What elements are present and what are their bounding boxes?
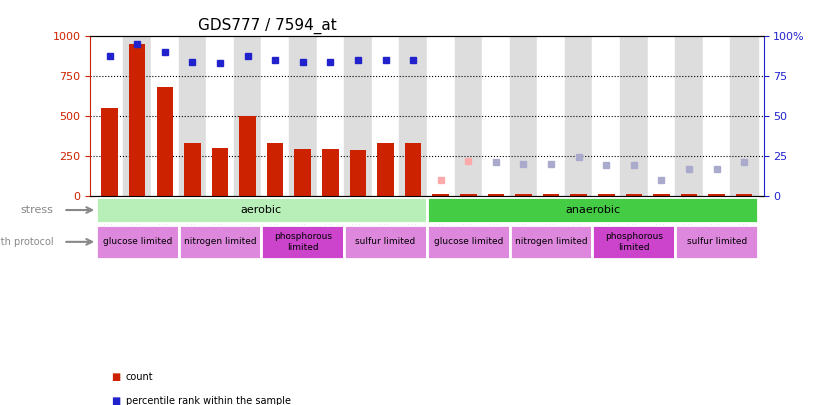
- Bar: [510, 225, 593, 258]
- Bar: [261, 36, 289, 196]
- Bar: [427, 36, 455, 196]
- Text: anaerobic: anaerobic: [565, 205, 620, 215]
- Bar: [736, 194, 753, 196]
- Text: aerobic: aerobic: [241, 205, 282, 215]
- Bar: [123, 36, 151, 196]
- Bar: [510, 36, 537, 196]
- Bar: [703, 36, 731, 196]
- Bar: [179, 225, 261, 258]
- Text: sulfur limited: sulfur limited: [355, 237, 415, 246]
- Bar: [96, 197, 427, 223]
- Bar: [571, 194, 587, 196]
- Bar: [295, 149, 311, 196]
- Bar: [151, 36, 179, 196]
- Bar: [675, 36, 703, 196]
- Bar: [709, 194, 725, 196]
- Text: stress: stress: [21, 205, 53, 215]
- Bar: [378, 143, 394, 196]
- Bar: [212, 148, 228, 196]
- Bar: [537, 36, 565, 196]
- Bar: [460, 194, 476, 196]
- Bar: [731, 36, 758, 196]
- Bar: [675, 225, 758, 258]
- Bar: [344, 225, 427, 258]
- Text: sulfur limited: sulfur limited: [686, 237, 747, 246]
- Bar: [289, 36, 317, 196]
- Bar: [427, 197, 758, 223]
- Text: phosphorous
limited: phosphorous limited: [273, 232, 332, 252]
- Text: count: count: [126, 372, 154, 382]
- Bar: [344, 36, 372, 196]
- Bar: [267, 143, 283, 196]
- Text: glucose limited: glucose limited: [433, 237, 503, 246]
- Bar: [206, 36, 234, 196]
- Bar: [129, 45, 145, 196]
- Bar: [372, 36, 399, 196]
- Bar: [593, 225, 675, 258]
- Text: percentile rank within the sample: percentile rank within the sample: [126, 396, 291, 405]
- Bar: [101, 108, 118, 196]
- Bar: [626, 194, 642, 196]
- Bar: [350, 150, 366, 196]
- Text: phosphorous
limited: phosphorous limited: [605, 232, 663, 252]
- Bar: [433, 194, 449, 196]
- Bar: [399, 36, 427, 196]
- Bar: [427, 225, 510, 258]
- Bar: [96, 225, 179, 258]
- Text: growth protocol: growth protocol: [0, 237, 53, 247]
- Bar: [488, 194, 504, 196]
- Bar: [157, 87, 173, 196]
- Bar: [455, 36, 482, 196]
- Bar: [593, 36, 620, 196]
- Bar: [543, 194, 559, 196]
- Bar: [654, 194, 670, 196]
- Text: ■: ■: [111, 372, 120, 382]
- Bar: [234, 36, 261, 196]
- Text: GDS777 / 7594_at: GDS777 / 7594_at: [198, 17, 337, 34]
- Text: nitrogen limited: nitrogen limited: [184, 237, 256, 246]
- Text: nitrogen limited: nitrogen limited: [515, 237, 587, 246]
- Bar: [317, 36, 344, 196]
- Bar: [322, 149, 338, 196]
- Text: ■: ■: [111, 396, 120, 405]
- Bar: [96, 36, 123, 196]
- Bar: [681, 194, 697, 196]
- Bar: [516, 194, 532, 196]
- Bar: [179, 36, 206, 196]
- Bar: [184, 143, 200, 196]
- Bar: [648, 36, 675, 196]
- Bar: [405, 143, 421, 196]
- Bar: [565, 36, 593, 196]
- Bar: [598, 194, 615, 196]
- Bar: [482, 36, 510, 196]
- Text: glucose limited: glucose limited: [103, 237, 172, 246]
- Bar: [239, 116, 256, 196]
- Bar: [261, 225, 344, 258]
- Bar: [620, 36, 648, 196]
